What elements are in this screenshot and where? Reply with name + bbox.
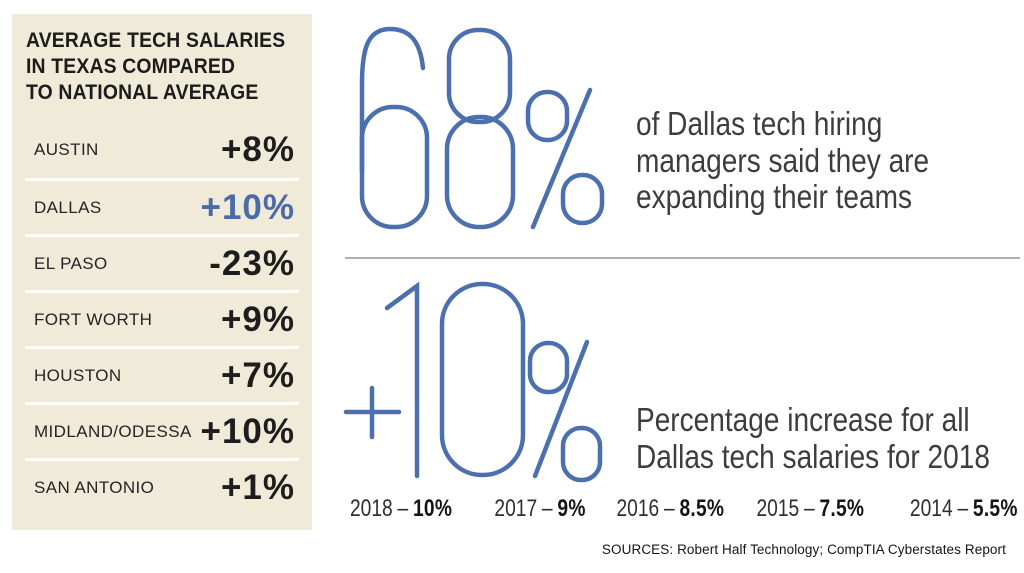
caption-line: expanding their teams (636, 178, 912, 215)
digit-68-percent-graphic (359, 26, 605, 230)
timeline-year: 2017 (494, 495, 538, 522)
city-label: HOUSTON (34, 365, 122, 385)
salary-delta: +8% (220, 130, 295, 169)
timeline-value: 8.5% (679, 495, 725, 522)
salary-panel: AVERAGE TECH SALARIES IN TEXAS COMPARED … (12, 14, 312, 530)
panel-title-line: AVERAGE TECH SALARIES (26, 28, 286, 52)
timeline-year: 2016 (616, 495, 660, 522)
table-row-el-paso: EL PASO -23% (25, 234, 299, 290)
timeline-dash: – (804, 495, 815, 522)
timeline-value: 9% (557, 495, 586, 522)
city-label: FORT WORTH (34, 309, 153, 329)
city-label: SAN ANTONIO (34, 477, 155, 497)
stat-68-caption: of Dallas tech hiring managers said they… (636, 105, 981, 216)
timeline-value: 5.5% (973, 495, 1018, 522)
stat-plus10-percent-figure (343, 280, 603, 488)
table-row-dallas: DALLAS +10% (25, 178, 299, 234)
timeline-item-2014: 2014–5.5% (910, 495, 1018, 523)
caption-line: of Dallas tech hiring (636, 105, 883, 142)
digit-plus10-percent-graphic (343, 281, 603, 483)
city-label: DALLAS (34, 197, 102, 217)
panel-title: AVERAGE TECH SALARIES IN TEXAS COMPARED … (26, 27, 285, 105)
timeline-year: 2018 (350, 495, 393, 522)
timeline-year: 2014 (910, 495, 953, 522)
timeline-item-2018: 2018–10% (350, 495, 452, 523)
city-label: AUSTIN (34, 140, 99, 159)
panel-title-line: TO NATIONAL AVERAGE (26, 80, 259, 104)
salary-delta: +9% (220, 299, 295, 339)
salary-delta: +10% (200, 187, 295, 227)
timeline-value: 10% (413, 495, 453, 522)
timeline-item-2015: 2015–7.5% (757, 495, 865, 523)
table-row-houston: HOUSTON +7% (25, 346, 299, 402)
salary-table: AUSTIN +8% DALLAS +10% EL PASO -23% FORT… (12, 122, 312, 514)
timeline-dash: – (663, 495, 675, 522)
salary-delta: +10% (200, 411, 295, 451)
timeline-year: 2015 (756, 495, 800, 522)
timeline-item-2016: 2016–8.5% (616, 495, 724, 523)
timeline-dash: – (957, 495, 969, 522)
caption-line: Percentage increase for all (636, 401, 970, 438)
year-timeline: 2018–10% 2017–9% 2016–8.5% 2015–7.5% 201… (350, 495, 1018, 523)
city-label: MIDLAND/ODESSA (34, 421, 192, 441)
table-row-fort-worth: FORT WORTH +9% (25, 290, 299, 346)
stat-68-percent-figure (350, 22, 610, 232)
caption-line: managers said they are (636, 141, 930, 179)
city-label: EL PASO (34, 253, 108, 273)
caption-line: Dallas tech salaries for 2018 (636, 437, 990, 475)
table-row-austin: AUSTIN +8% (25, 122, 299, 178)
table-row-san-antonio: SAN ANTONIO +1% (25, 458, 299, 514)
panel-title-line: IN TEXAS COMPARED (26, 54, 236, 78)
timeline-value: 7.5% (819, 495, 865, 522)
timeline-item-2017: 2017–9% (495, 495, 586, 523)
table-row-midland-odessa: MIDLAND/ODESSA +10% (25, 402, 299, 458)
salary-delta: -23% (209, 243, 295, 283)
salary-delta: +7% (220, 355, 295, 395)
timeline-dash: – (397, 495, 409, 522)
sources-line: SOURCES: Robert Half Technology; CompTIA… (601, 542, 1006, 557)
timeline-dash: – (542, 495, 553, 522)
stat-plus10-caption: Percentage increase for all Dallas tech … (636, 401, 1024, 475)
salary-delta: +1% (220, 467, 295, 507)
section-divider (345, 257, 1020, 259)
